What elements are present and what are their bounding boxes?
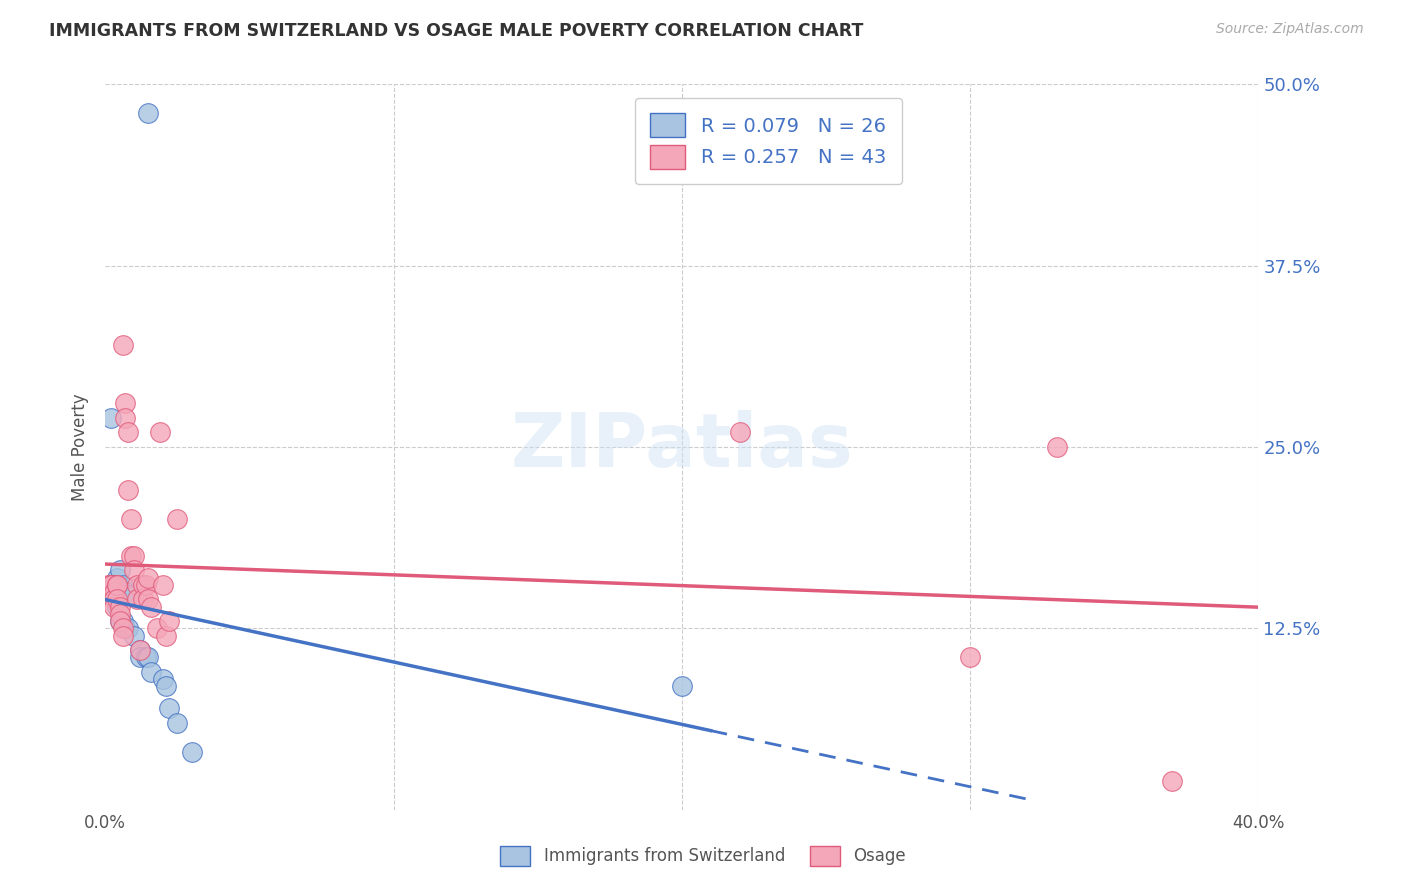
Point xyxy=(141,599,163,614)
Point xyxy=(155,628,177,642)
Point xyxy=(114,411,136,425)
Point xyxy=(128,643,150,657)
Point xyxy=(157,701,180,715)
Point xyxy=(108,614,131,628)
Point xyxy=(105,599,128,614)
Point xyxy=(105,570,128,584)
Point xyxy=(108,599,131,614)
Point xyxy=(128,650,150,665)
Point xyxy=(1046,440,1069,454)
Point xyxy=(135,578,157,592)
Text: IMMIGRANTS FROM SWITZERLAND VS OSAGE MALE POVERTY CORRELATION CHART: IMMIGRANTS FROM SWITZERLAND VS OSAGE MAL… xyxy=(49,22,863,40)
Point xyxy=(108,607,131,621)
Point xyxy=(166,512,188,526)
Point xyxy=(103,578,125,592)
Point xyxy=(131,592,153,607)
Point xyxy=(111,621,134,635)
Point xyxy=(108,614,131,628)
Point xyxy=(122,563,145,577)
Point xyxy=(103,599,125,614)
Point xyxy=(111,614,134,628)
Point xyxy=(135,650,157,665)
Point xyxy=(671,679,693,693)
Point xyxy=(114,585,136,599)
Point xyxy=(114,396,136,410)
Point xyxy=(155,679,177,693)
Point xyxy=(114,621,136,635)
Point xyxy=(100,578,122,592)
Point xyxy=(117,621,139,635)
Point xyxy=(138,592,160,607)
Point xyxy=(728,425,751,440)
Point xyxy=(111,338,134,352)
Point xyxy=(152,578,174,592)
Point xyxy=(149,425,172,440)
Point xyxy=(125,578,148,592)
Point xyxy=(103,592,125,607)
Point xyxy=(138,106,160,120)
Point xyxy=(138,570,160,584)
Point xyxy=(128,643,150,657)
Point xyxy=(146,621,169,635)
Y-axis label: Male Poverty: Male Poverty xyxy=(72,393,89,500)
Point xyxy=(120,549,142,563)
Point xyxy=(117,588,139,602)
Point xyxy=(108,563,131,577)
Point xyxy=(103,585,125,599)
Point xyxy=(152,672,174,686)
Point xyxy=(105,578,128,592)
Point xyxy=(138,650,160,665)
Point xyxy=(180,745,202,759)
Point xyxy=(117,483,139,498)
Point xyxy=(1161,773,1184,788)
Point xyxy=(117,425,139,440)
Point xyxy=(105,578,128,592)
Point xyxy=(166,715,188,730)
Text: ZIPatlas: ZIPatlas xyxy=(510,410,853,483)
Legend: Immigrants from Switzerland, Osage: Immigrants from Switzerland, Osage xyxy=(486,832,920,880)
Point xyxy=(97,578,120,592)
Point xyxy=(100,578,122,592)
Point xyxy=(120,512,142,526)
Point xyxy=(959,650,981,665)
Point xyxy=(100,578,122,592)
Point xyxy=(103,578,125,592)
Point xyxy=(125,592,148,607)
Point xyxy=(131,578,153,592)
Point xyxy=(111,628,134,642)
Point xyxy=(111,578,134,592)
Point xyxy=(157,614,180,628)
Point xyxy=(141,665,163,679)
Point xyxy=(100,411,122,425)
Point xyxy=(122,549,145,563)
Point xyxy=(122,628,145,642)
Point xyxy=(105,592,128,607)
Legend: R = 0.079   N = 26, R = 0.257   N = 43: R = 0.079 N = 26, R = 0.257 N = 43 xyxy=(636,98,901,184)
Text: Source: ZipAtlas.com: Source: ZipAtlas.com xyxy=(1216,22,1364,37)
